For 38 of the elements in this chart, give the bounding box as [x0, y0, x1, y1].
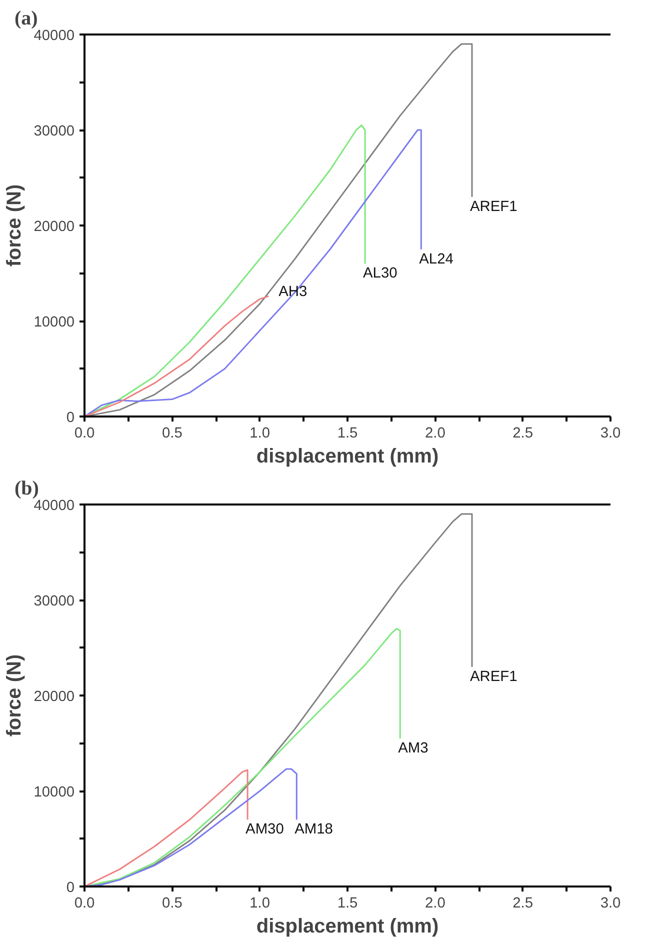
x-tick-label: 1.5	[337, 896, 358, 912]
annotation: AM18	[294, 822, 333, 838]
annotation: AM3	[398, 740, 428, 756]
x-tick-label: 0.0	[74, 896, 95, 912]
x-tick-label: 0.5	[162, 426, 182, 442]
chart-title: (a)	[14, 8, 38, 30]
x-axis-title: displacement (mm)	[256, 446, 439, 468]
x-tick-label: 1.0	[250, 426, 270, 442]
x-tick-label: 2.5	[512, 896, 534, 912]
annotation: AREF1	[470, 668, 518, 685]
x-tick-label: 1.0	[250, 896, 270, 912]
y-tick-label: 30000	[34, 594, 75, 610]
y-tick-label: 20000	[34, 689, 75, 705]
line-series	[84, 295, 270, 416]
annotation: AL30	[363, 266, 398, 282]
x-tick-label: 3.0	[600, 896, 621, 912]
y-tick-label: 10000	[34, 784, 75, 800]
y-tick-label: 40000	[34, 28, 75, 44]
x-tick-label: 3.0	[600, 426, 621, 442]
x-tick-label: 0.5	[162, 896, 182, 912]
annotation: AL24	[419, 251, 454, 268]
y-tick-label: 0	[66, 880, 75, 896]
annotation: AM30	[246, 822, 284, 838]
x-axis-title: displacement (mm)	[256, 916, 439, 938]
x-tick-label: 2.0	[424, 426, 446, 442]
y-tick-label: 0	[66, 410, 75, 426]
y-tick-label: 10000	[34, 314, 75, 330]
x-tick-label: 2.5	[512, 426, 534, 442]
y-tick-label: 20000	[34, 219, 75, 235]
annotation: AREF1	[470, 198, 518, 215]
y-axis-title: force (N)	[4, 184, 26, 267]
y-axis-title: force (N)	[4, 654, 26, 737]
y-tick-label: 30000	[34, 124, 75, 140]
x-tick-label: 2.0	[424, 896, 446, 912]
x-tick-label: 1.5	[337, 426, 358, 442]
x-tick-label: 0.0	[74, 426, 95, 442]
chart-title: (b)	[14, 478, 39, 500]
y-tick-label: 40000	[34, 498, 75, 514]
